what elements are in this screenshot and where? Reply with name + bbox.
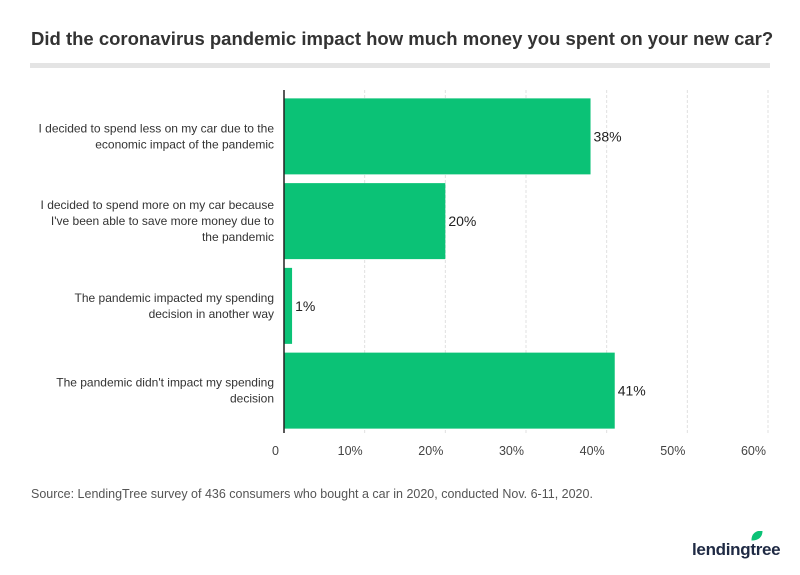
bar (284, 98, 591, 175)
bar (284, 183, 446, 260)
data-label: 20% (448, 213, 476, 229)
category-label: I've been able to save more money due to (51, 214, 274, 228)
category-label: decision (230, 392, 274, 406)
category-label: I decided to spend more on my car becaus… (41, 198, 275, 212)
bar (284, 267, 293, 344)
category-label: decision in another way (149, 307, 274, 321)
category-label: economic impact of the pandemic (95, 137, 274, 151)
x-tick-label: 0 (272, 444, 279, 458)
x-tick-label: 30% (499, 444, 524, 458)
x-tick-label: 10% (338, 444, 363, 458)
source-note: Source: LendingTree survey of 436 consum… (31, 487, 593, 501)
svg-text:lendingtree: lendingtree (692, 540, 780, 559)
bar (284, 352, 615, 429)
data-label: 1% (295, 298, 315, 314)
category-label: the pandemic (202, 230, 274, 244)
leaf-icon (751, 530, 763, 541)
bar-chart: 0 10% 20% 30% 40% 50% 60% 38% I decided to spend… (39, 90, 769, 458)
category-label: The pandemic didn't impact my spending (56, 376, 274, 390)
data-label: 41% (618, 383, 646, 399)
category-label: The pandemic impacted my spending (75, 291, 274, 305)
x-tick-label: 60% (741, 444, 766, 458)
category-label: I decided to spend less on my car due to… (39, 121, 275, 135)
x-tick-label: 20% (418, 444, 443, 458)
x-tick-label: 40% (580, 444, 605, 458)
title-divider (30, 63, 770, 68)
lendingtree-logo: lendingtree (692, 530, 782, 566)
x-tick-label: 50% (660, 444, 685, 458)
data-label: 38% (594, 128, 622, 144)
chart-title: Did the coronavirus pandemic impact how … (31, 28, 774, 49)
